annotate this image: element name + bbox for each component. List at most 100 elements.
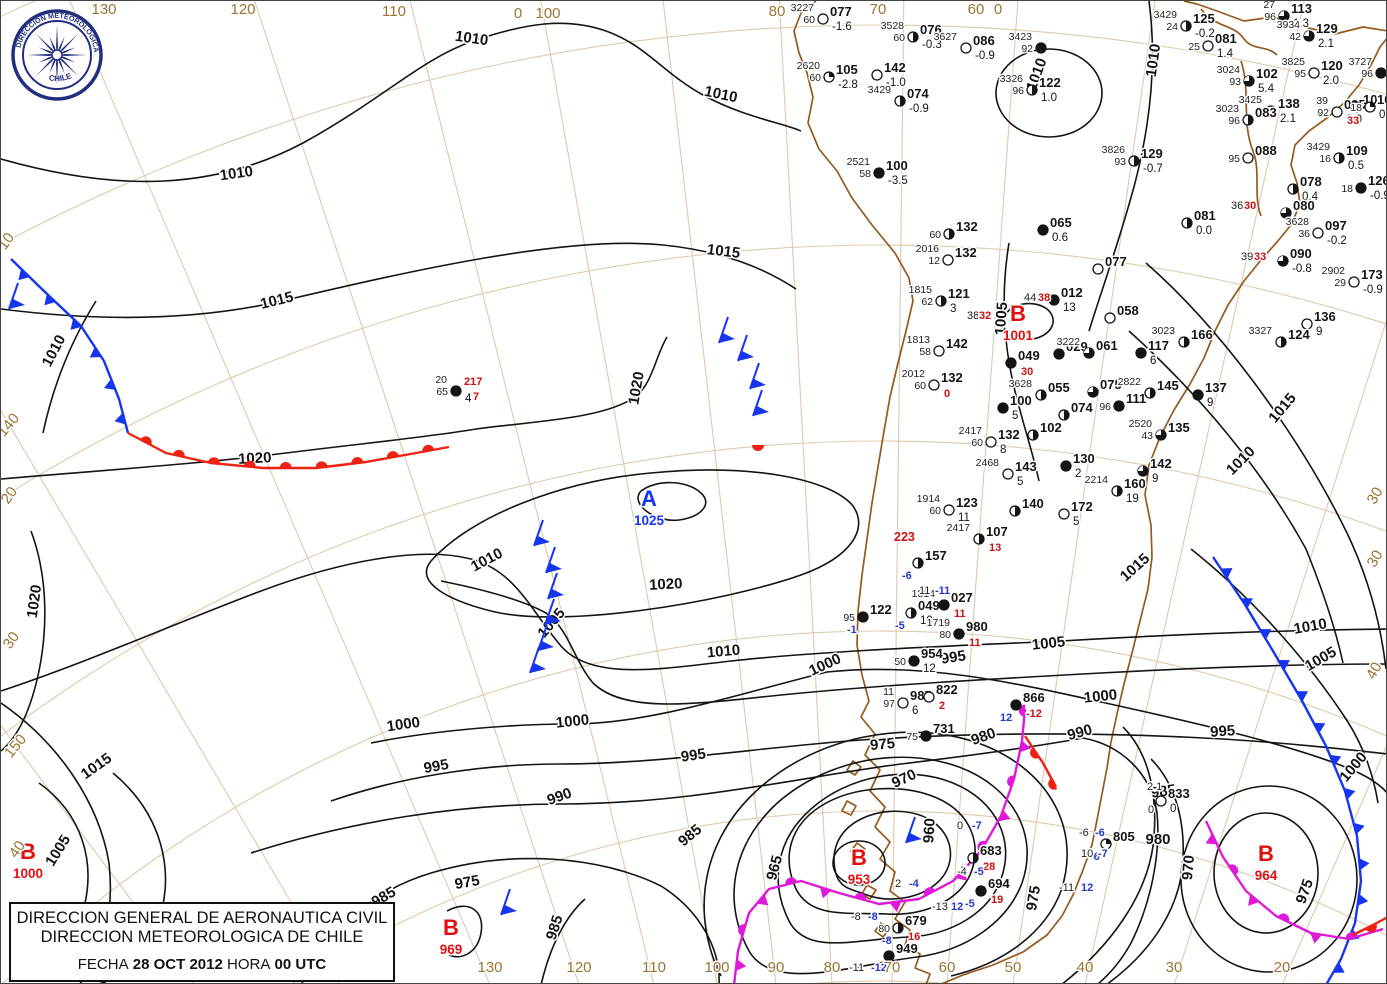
cloud-cover-icon [1308, 67, 1320, 79]
station-value: 107 [1377, 92, 1387, 107]
isobar-label: 1015 [78, 750, 115, 783]
isobar-label: 995 [422, 756, 450, 777]
wind-barb-stem [752, 389, 763, 417]
station-value: 16 [908, 931, 920, 943]
station-value: 142 [946, 336, 968, 351]
grid-coordinate-label: 0 [514, 5, 522, 22]
cloud-cover-icon [897, 697, 909, 709]
front-semicircle [1007, 775, 1016, 788]
isobar-label: 1010 [1143, 43, 1164, 78]
hora-value: 00 UTC [274, 956, 327, 973]
station-value: 105 [836, 62, 858, 77]
front-semicircle [1228, 864, 1239, 876]
station-plot: 029 [1053, 338, 1089, 360]
station-value: 10 [920, 615, 933, 627]
low-pressure-label: B [1258, 841, 1274, 866]
station-value: -7 [957, 865, 967, 877]
annotation-note: 12 [1081, 882, 1093, 894]
isobar-label: 980 [969, 725, 998, 750]
grid-coordinate-label: 60 [939, 959, 956, 976]
isobar [1062, 726, 1156, 983]
station-value: 2 [939, 700, 945, 712]
station-value: 1814 [912, 588, 936, 600]
coastline-path [841, 800, 857, 816]
cloud-cover-icon [975, 885, 987, 897]
grid-coordinate-label: 20 [1274, 959, 1291, 976]
front-triangle [889, 901, 902, 912]
station-value: 129 [1141, 146, 1163, 161]
isobar [1128, 330, 1344, 664]
front-semicircle [977, 840, 987, 853]
station-value: 29 [1334, 277, 1346, 289]
grid-coordinate-label: 30 [1364, 484, 1387, 507]
station-value: 102 [1256, 66, 1278, 81]
station-plot: 166 3023 [1150, 324, 1214, 348]
grid-coordinate-label: 100 [704, 959, 729, 976]
front-triangle [1259, 629, 1272, 640]
cloud-cover-icon [985, 436, 997, 448]
cloud-cover-icon [1037, 224, 1049, 236]
station-value: 1.0 [1346, 114, 1362, 126]
isobar [833, 810, 952, 900]
station-value: 11 [958, 512, 970, 524]
parallel-line [292, 810, 1386, 983]
isobar [788, 787, 976, 915]
station-plot: 081 1.4 25 [1187, 30, 1238, 62]
station-value: 0.9 [1379, 109, 1387, 121]
station-value: 25 [1188, 41, 1200, 53]
station-plot: 142 -1.0 [871, 59, 907, 91]
station-value: 8 [1000, 444, 1006, 456]
wind-pennant-icon [738, 351, 754, 361]
station-value: 980 [966, 619, 988, 634]
station-value: 36 [1298, 228, 1310, 240]
station-value: 2.0 [1323, 75, 1339, 87]
station-value: 111 [1126, 391, 1146, 406]
station-value: 93 [1114, 156, 1126, 168]
annotation-note: 2 1 [1147, 781, 1162, 793]
station-value: 076 [920, 22, 942, 37]
grid-coordinate-label: 140 [1, 410, 23, 440]
station-value: 60 [929, 229, 941, 241]
front-semicircle [785, 877, 798, 885]
station-value: 1.4 [1217, 48, 1234, 60]
station-value: 60 [893, 32, 905, 44]
front-triangle [18, 268, 30, 281]
station-value: 9 [1152, 473, 1158, 485]
station-value: 3222 [1057, 336, 1081, 348]
station-value: 138 [1278, 96, 1300, 111]
cloud-cover-icon [871, 69, 883, 81]
parallel-line [812, 980, 950, 983]
station-plot: 160 19 2214 [1083, 473, 1147, 507]
front-triangle [103, 378, 116, 391]
coastline-path [874, 922, 890, 938]
isobar-label: 1005 [42, 832, 74, 869]
station-value: -6 [902, 570, 912, 582]
front-triangle [735, 959, 747, 972]
station-value: 3628 [1009, 378, 1033, 390]
front-semicircle [1030, 747, 1040, 759]
isobar-label: 970 [1179, 854, 1198, 880]
station-value: 081 [1215, 31, 1237, 46]
annotation-note: -8 [851, 911, 861, 923]
low-pressure-label: B [20, 839, 36, 864]
station-value: 3429 [1307, 141, 1331, 153]
station-plot: 145 2822 [1116, 375, 1180, 399]
annotation-note: -11 [849, 962, 864, 974]
station-value: 3326 [1000, 73, 1024, 85]
station-plot: 074 -0.9 3429 [866, 83, 931, 117]
station-value: 2016 [916, 243, 940, 255]
station-value: 2417 [947, 522, 971, 534]
isobar-label: 995 [1210, 722, 1236, 741]
cloud-cover-icon [1331, 106, 1343, 118]
station-plot: 124 3327 [1247, 324, 1312, 348]
wind-barb-stem [545, 546, 556, 574]
front-triangle [1310, 932, 1323, 944]
cloud-cover-icon [920, 730, 932, 742]
station-value: 117 [1148, 338, 1169, 353]
